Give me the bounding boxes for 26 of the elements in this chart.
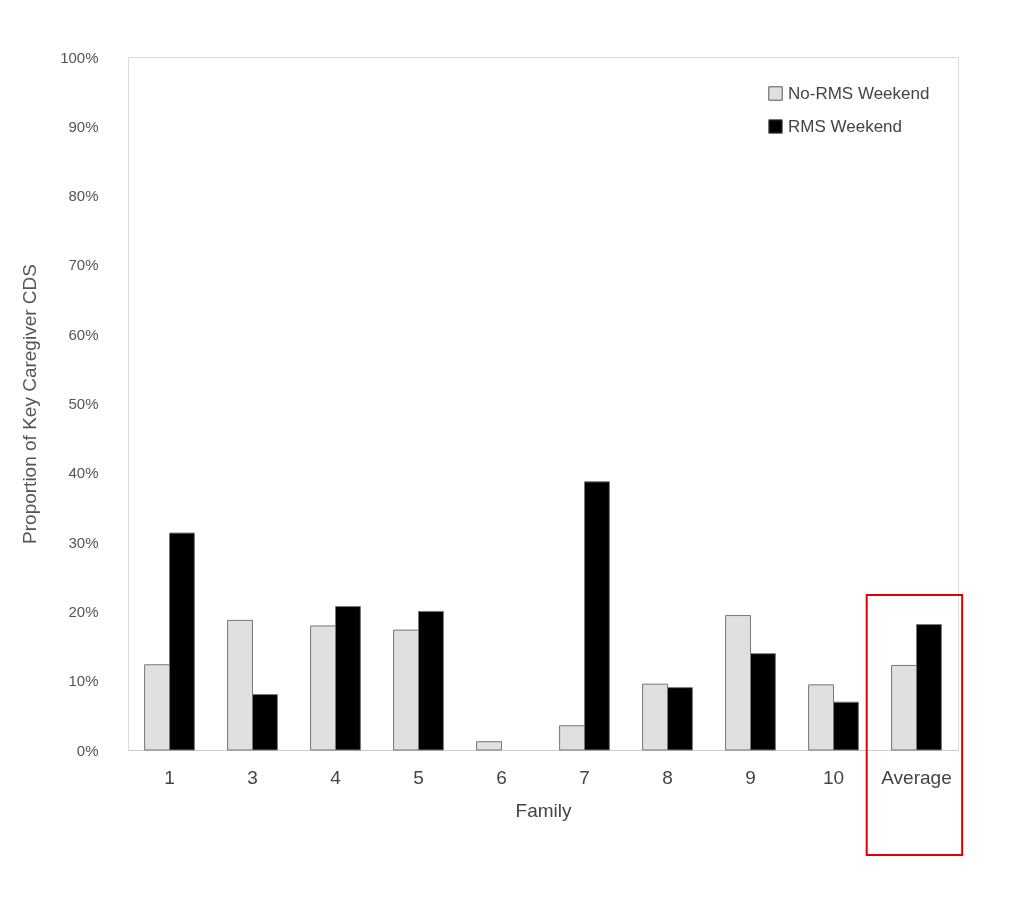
x-tick-label: 4 xyxy=(330,766,342,788)
y-tick-label: 30% xyxy=(68,533,99,551)
x-tick-label: 5 xyxy=(413,766,424,788)
y-tick-label: 60% xyxy=(68,325,99,343)
y-tick-label: 80% xyxy=(68,187,99,205)
legend-label: No-RMS Weekend xyxy=(788,83,930,103)
legend-label: RMS Weekend xyxy=(788,116,903,136)
y-tick-label: 90% xyxy=(68,117,99,135)
x-tick-label: 7 xyxy=(579,766,590,788)
y-tick-label: 40% xyxy=(68,464,99,482)
y-tick-label: 100% xyxy=(60,48,99,66)
x-tick-label: Average xyxy=(881,766,952,788)
x-tick-label: 3 xyxy=(247,766,258,788)
x-tick-label: 10 xyxy=(822,766,845,788)
bar xyxy=(476,741,502,751)
y-tick-label: 10% xyxy=(68,672,99,690)
x-axis-title: Family xyxy=(515,799,572,821)
y-axis-title: Proportion of Key Caregiver CDS xyxy=(19,264,41,544)
y-tick-label: 0% xyxy=(76,741,99,759)
x-tick-label: 1 xyxy=(164,766,175,788)
x-tick-label: 8 xyxy=(662,766,673,788)
y-tick-label: 50% xyxy=(68,395,99,412)
y-tick-label: 20% xyxy=(68,602,99,620)
y-tick-label: 70% xyxy=(68,256,99,274)
x-tick-label: 6 xyxy=(496,766,507,788)
x-tick-label: 9 xyxy=(745,766,756,788)
